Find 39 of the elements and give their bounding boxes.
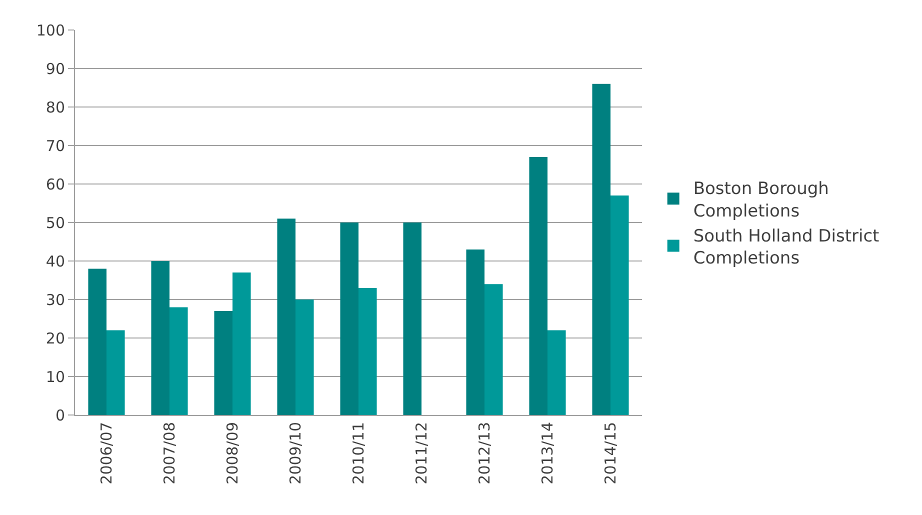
y-tick-label: 30 — [46, 290, 65, 309]
x-tick-label: 2011/12 — [412, 422, 430, 484]
bar — [466, 249, 484, 415]
x-tick-label: 2007/08 — [160, 422, 178, 484]
y-tick-label: 80 — [46, 98, 65, 116]
y-tick-label: 60 — [46, 175, 65, 194]
y-tick-label: 70 — [46, 136, 65, 155]
bar — [88, 268, 106, 415]
bar — [277, 218, 296, 415]
bar — [403, 222, 422, 415]
legend-label: South Holland District Completions — [693, 226, 880, 268]
y-tick-label: 0 — [55, 406, 65, 424]
x-tick-label: 2012/13 — [475, 422, 494, 484]
x-tick-label: 2010/11 — [349, 422, 368, 484]
bar — [358, 288, 377, 415]
x-tick-label: 2006/07 — [97, 422, 116, 484]
bar — [484, 284, 503, 415]
y-tick-label: 100 — [36, 21, 65, 40]
bar — [214, 311, 232, 415]
x-tick-label: 2013/14 — [538, 422, 556, 484]
y-tick-label: 10 — [46, 368, 65, 386]
y-tick-label: 40 — [46, 252, 65, 270]
bar — [296, 300, 314, 415]
y-tick-label: 90 — [46, 60, 65, 78]
bar — [151, 261, 170, 415]
bar — [610, 196, 629, 415]
bar — [529, 157, 548, 415]
bar — [548, 330, 566, 415]
x-tick-label: 2008/09 — [223, 422, 242, 484]
bar — [232, 272, 251, 415]
bar — [592, 84, 610, 415]
bar — [170, 307, 188, 415]
x-tick-label: 2014/15 — [601, 422, 620, 484]
y-tick-label: 20 — [46, 329, 65, 348]
x-tick-label: 2009/10 — [286, 422, 304, 484]
bar — [340, 222, 358, 415]
y-tick-label: 50 — [46, 214, 65, 232]
legend-label: Boston Borough Completions — [693, 179, 829, 222]
bar — [106, 330, 125, 415]
